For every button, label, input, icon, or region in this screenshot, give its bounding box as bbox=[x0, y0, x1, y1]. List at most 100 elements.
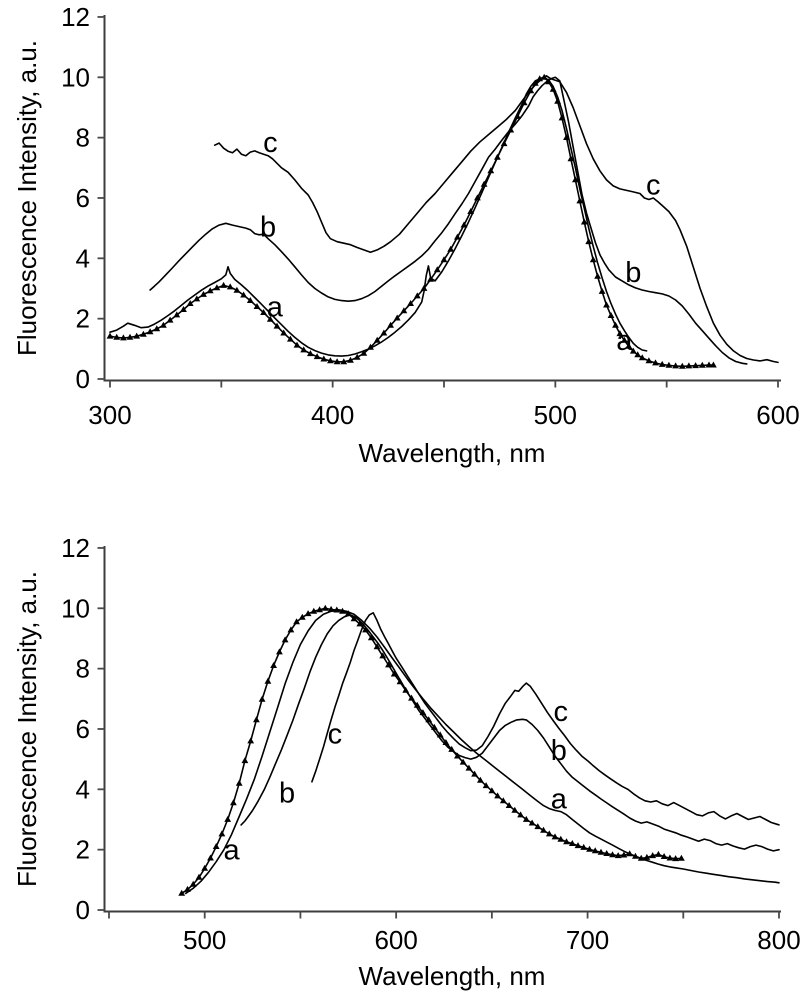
series-a-line bbox=[109, 76, 648, 357]
triangle-marker bbox=[140, 330, 147, 337]
triangle-marker bbox=[413, 292, 421, 299]
triangle-marker bbox=[280, 329, 288, 336]
triangle-marker bbox=[517, 811, 524, 818]
triangle-marker bbox=[350, 615, 358, 622]
triangle-marker bbox=[153, 325, 161, 332]
triangle-marker bbox=[258, 695, 266, 702]
triangle-marker bbox=[586, 845, 593, 852]
triangle-marker bbox=[625, 342, 633, 349]
triangle-marker bbox=[246, 297, 254, 303]
triangle-marker bbox=[298, 613, 306, 620]
triangle-marker bbox=[224, 815, 232, 822]
triangle-marker bbox=[585, 238, 593, 245]
triangle-marker bbox=[195, 873, 203, 880]
y-tick-label: 12 bbox=[61, 2, 90, 32]
triangle-marker bbox=[201, 864, 209, 871]
triangle-marker bbox=[672, 855, 679, 862]
triangle-marker bbox=[166, 316, 174, 323]
triangle-marker bbox=[557, 835, 565, 842]
x-tick-label: 400 bbox=[311, 400, 354, 430]
x-tick-label: 600 bbox=[756, 400, 799, 430]
triangle-marker bbox=[120, 334, 127, 341]
triangle-marker bbox=[173, 311, 181, 318]
triangle-marker bbox=[241, 757, 249, 764]
triangle-marker bbox=[649, 852, 657, 859]
x-axis-title: Wavelength, nm bbox=[359, 961, 546, 991]
triangle-marker bbox=[545, 830, 553, 837]
triangle-marker bbox=[390, 670, 398, 677]
x-tick-label: 500 bbox=[183, 925, 226, 955]
triangle-marker bbox=[253, 716, 260, 723]
triangle-marker bbox=[607, 312, 615, 318]
curve-label-b: b bbox=[625, 257, 641, 289]
curve-label-c: c bbox=[328, 719, 343, 751]
triangle-marker bbox=[574, 842, 582, 849]
triangle-marker bbox=[534, 823, 542, 830]
triangle-marker bbox=[266, 315, 274, 322]
curve-label-a: a bbox=[223, 835, 240, 867]
triangle-marker bbox=[563, 838, 570, 845]
triangle-marker bbox=[634, 351, 642, 358]
triangle-marker bbox=[598, 287, 606, 294]
curve-label-b: b bbox=[260, 212, 276, 244]
y-tick-label: 0 bbox=[76, 364, 90, 394]
triangle-marker bbox=[260, 309, 267, 315]
triangle-marker bbox=[454, 752, 461, 759]
triangle-marker bbox=[665, 361, 673, 368]
triangle-marker bbox=[276, 648, 283, 655]
triangle-marker bbox=[692, 362, 699, 369]
series-a-markers-triangle-markers bbox=[178, 604, 685, 896]
curve-label-a: a bbox=[616, 325, 633, 357]
triangle-marker bbox=[126, 333, 134, 340]
triangle-marker bbox=[310, 607, 318, 614]
triangle-marker bbox=[367, 634, 375, 641]
triangle-marker bbox=[638, 354, 646, 361]
triangle-marker bbox=[440, 256, 448, 263]
triangle-marker bbox=[660, 853, 668, 859]
triangle-marker bbox=[433, 266, 441, 273]
series-a-markers bbox=[180, 607, 683, 895]
curve-label-c: c bbox=[554, 696, 569, 728]
triangle-marker bbox=[471, 770, 478, 777]
triangle-marker bbox=[612, 321, 619, 328]
y-tick-label: 4 bbox=[76, 243, 90, 273]
triangle-marker bbox=[387, 321, 394, 328]
x-tick-label: 600 bbox=[374, 925, 417, 955]
series-c bbox=[311, 611, 780, 826]
triangle-marker bbox=[287, 626, 295, 633]
triangle-marker bbox=[522, 815, 530, 822]
triangle-marker bbox=[621, 336, 628, 343]
x-tick-label: 300 bbox=[88, 400, 131, 430]
triangle-marker bbox=[572, 176, 579, 183]
triangle-marker bbox=[528, 819, 536, 826]
y-tick-label: 6 bbox=[76, 183, 90, 213]
y-axis-title: Fluorescence Intensity, a.u. bbox=[12, 571, 42, 887]
triangle-marker bbox=[113, 333, 121, 340]
x-tick-label: 700 bbox=[566, 925, 609, 955]
triangle-marker bbox=[186, 300, 194, 306]
triangle-marker bbox=[226, 283, 234, 290]
triangle-marker bbox=[580, 218, 588, 225]
triangle-marker bbox=[213, 284, 221, 291]
triangle-marker bbox=[576, 197, 584, 204]
triangle-marker bbox=[380, 329, 388, 336]
y-tick-label: 2 bbox=[76, 835, 90, 865]
triangle-marker bbox=[146, 328, 154, 335]
triangle-marker bbox=[666, 854, 674, 861]
triangle-marker bbox=[454, 233, 461, 240]
triangle-marker bbox=[356, 620, 364, 627]
curve-label-c: c bbox=[263, 127, 278, 159]
triangle-marker bbox=[321, 604, 329, 611]
triangle-marker bbox=[499, 797, 507, 804]
triangle-marker bbox=[400, 307, 408, 314]
triangle-marker bbox=[240, 291, 247, 298]
triangle-marker bbox=[603, 301, 610, 308]
triangle-marker bbox=[614, 852, 622, 859]
triangle-marker bbox=[180, 306, 187, 312]
triangle-marker bbox=[373, 336, 381, 343]
triangle-marker bbox=[710, 361, 717, 368]
triangle-marker bbox=[580, 843, 588, 850]
triangle-marker bbox=[678, 362, 686, 369]
triangle-marker bbox=[658, 360, 666, 367]
